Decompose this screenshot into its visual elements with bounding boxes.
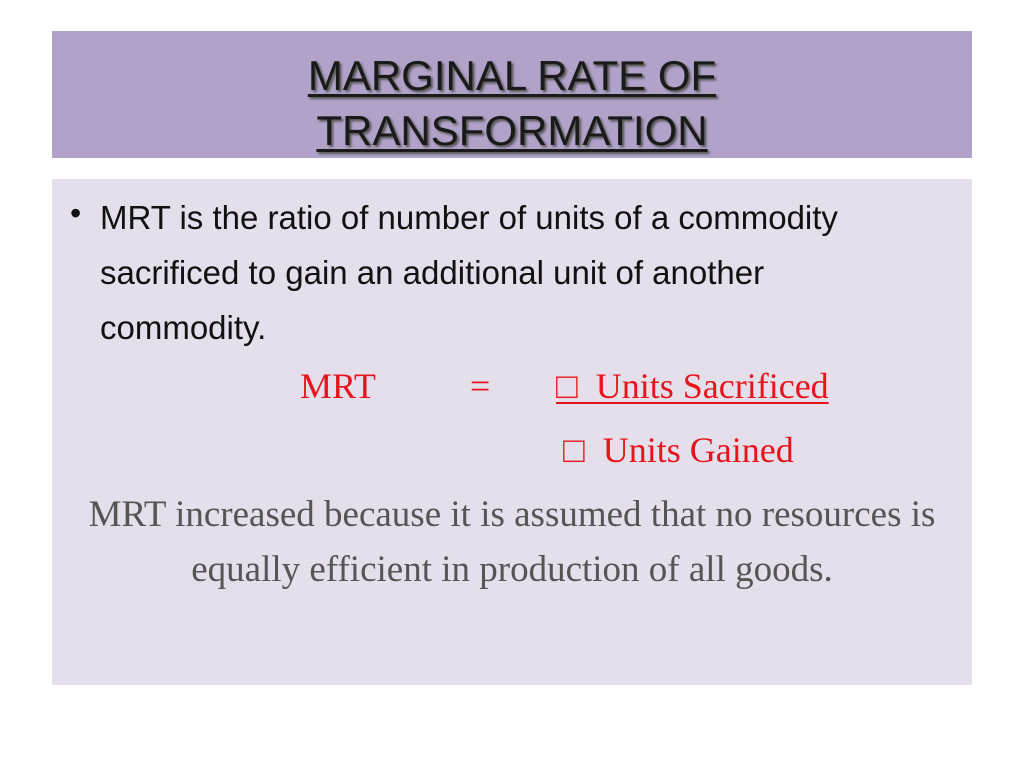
- title-line: TRANSFORMATION: [316, 107, 708, 154]
- title-line: MARGINAL RATE OF: [307, 52, 717, 99]
- formula-operator: =: [470, 366, 491, 406]
- bullet-text: MRT is the ratio of number of units of a…: [100, 199, 838, 346]
- content-panel: • MRT is the ratio of number of units of…: [52, 179, 972, 685]
- formula-denominator: □ Units Gained: [563, 430, 794, 470]
- title-banner: MARGINAL RATE OF TRANSFORMATION: [52, 31, 972, 158]
- conclusion-text: MRT increased because it is assumed that…: [88, 494, 936, 590]
- formula-numerator: □ Units Sacrificed: [556, 366, 829, 406]
- formula-lhs: MRT: [300, 366, 376, 406]
- bullet-marker: •: [70, 195, 82, 231]
